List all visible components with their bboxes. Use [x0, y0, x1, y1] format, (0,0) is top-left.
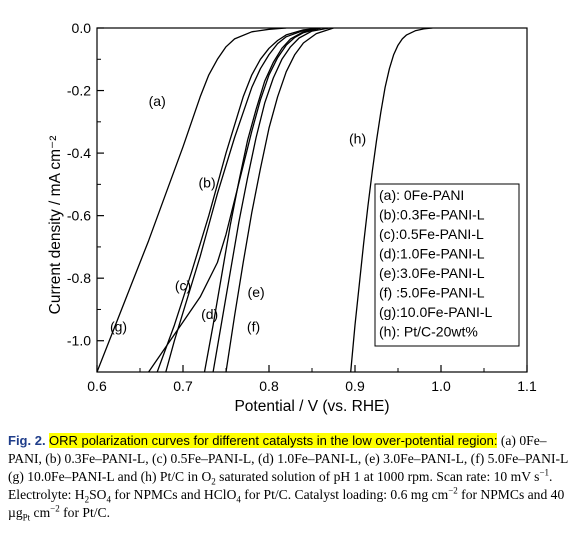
curve-label: (f)	[247, 318, 260, 334]
legend-box	[374, 183, 520, 347]
y-tick-label: -0.4	[67, 145, 91, 161]
caption-fragment: Pt	[22, 512, 31, 523]
caption-body: (a) 0Fe–PANI, (b) 0.3Fe–PANI-L, (c) 0.5F…	[8, 433, 568, 523]
legend-entry: (d):1.0Fe-PANI-L	[379, 246, 485, 262]
caption-fragment: −2	[448, 485, 458, 496]
caption-fragment: SO	[89, 487, 107, 502]
x-axis-label: Potential / V (vs. RHE)	[234, 398, 389, 415]
series-line-4	[212, 28, 330, 372]
caption-fragment: 4	[106, 494, 112, 505]
caption-fragment: saturated solution of pH 1 at 1000 rpm. …	[215, 469, 540, 484]
series-line-6	[148, 28, 321, 372]
curve-label: (b)	[199, 174, 216, 190]
series-line-5	[225, 28, 334, 372]
caption-fragment: for Pt/C. Catalyst loading: 0.6 mg cm	[240, 487, 449, 502]
series-line-3	[203, 28, 321, 372]
curve-label: (a)	[149, 93, 166, 109]
x-tick-label: 0.9	[345, 378, 365, 394]
polarization-chart: (a) (b) (c) (d) (e) (f) (g) (h) 0.6 0.7 0.8 0.9 1.0…	[47, 20, 537, 415]
legend-entry: (e):3.0Fe-PANI-L	[379, 265, 485, 281]
legend-entry: (a): 0Fe-PANI	[379, 187, 464, 203]
curve-label: (c)	[175, 278, 191, 294]
caption-fragment: 2	[211, 476, 216, 487]
caption-fragment: for NPMCs and 40 µg	[8, 487, 565, 520]
series-line-7	[350, 28, 433, 372]
y-tick-label: -1.0	[67, 333, 91, 349]
x-tick-label: 0.6	[87, 378, 107, 394]
curve-label: (g)	[110, 318, 127, 334]
caption-label: Fig. 2.	[8, 433, 46, 448]
y-tick-label: 0.0	[72, 20, 92, 36]
caption-fragment: 2	[84, 494, 90, 505]
figure-caption: Fig. 2. ORR polarization curves for diff…	[8, 432, 570, 522]
caption-fragment: (a) 0Fe–PANI, (b) 0.3Fe–PANI-L, (c) 0.5F…	[8, 433, 568, 484]
caption-fragment: for NPMCs and HClO	[111, 487, 237, 502]
caption-fragment: for Pt/C.	[59, 505, 110, 520]
caption-fragment: −2	[50, 503, 60, 514]
y-tick-label: -0.8	[67, 270, 91, 286]
y-tick-label: -0.2	[67, 83, 91, 99]
legend-entry: (c):0.5Fe-PANI-L	[379, 226, 484, 242]
series-line-2	[165, 28, 321, 372]
x-tick-label: 1.0	[431, 378, 451, 394]
legend-entry: (b):0.3Fe-PANI-L	[379, 207, 485, 223]
caption-fragment: −1	[539, 467, 550, 478]
legend-entry: (f) :5.0Fe-PANI-L	[379, 285, 485, 301]
y-axis-label: Current density / mA cm⁻²	[47, 136, 64, 315]
series-line-1	[156, 28, 321, 372]
caption-highlight: ORR polarization curves for different ca…	[48, 433, 498, 448]
caption-fragment: . Electrolyte: H	[8, 469, 553, 502]
caption-fragment: cm	[30, 505, 51, 520]
x-tick-label: 0.8	[259, 378, 279, 394]
curve-label: (e)	[248, 284, 265, 300]
y-tick-label: -0.6	[67, 208, 91, 224]
legend-entry: (g):10.0Fe-PANI-L	[379, 304, 493, 320]
curve-label: (h)	[349, 131, 366, 147]
x-tick-label: 1.1	[517, 378, 537, 394]
x-tick-label: 0.7	[173, 378, 193, 394]
legend-entry: (h): Pt/C-20wt%	[379, 324, 478, 340]
caption-fragment: 4	[236, 494, 241, 505]
curve-label: (d)	[201, 306, 218, 322]
series-line-0	[97, 28, 287, 372]
